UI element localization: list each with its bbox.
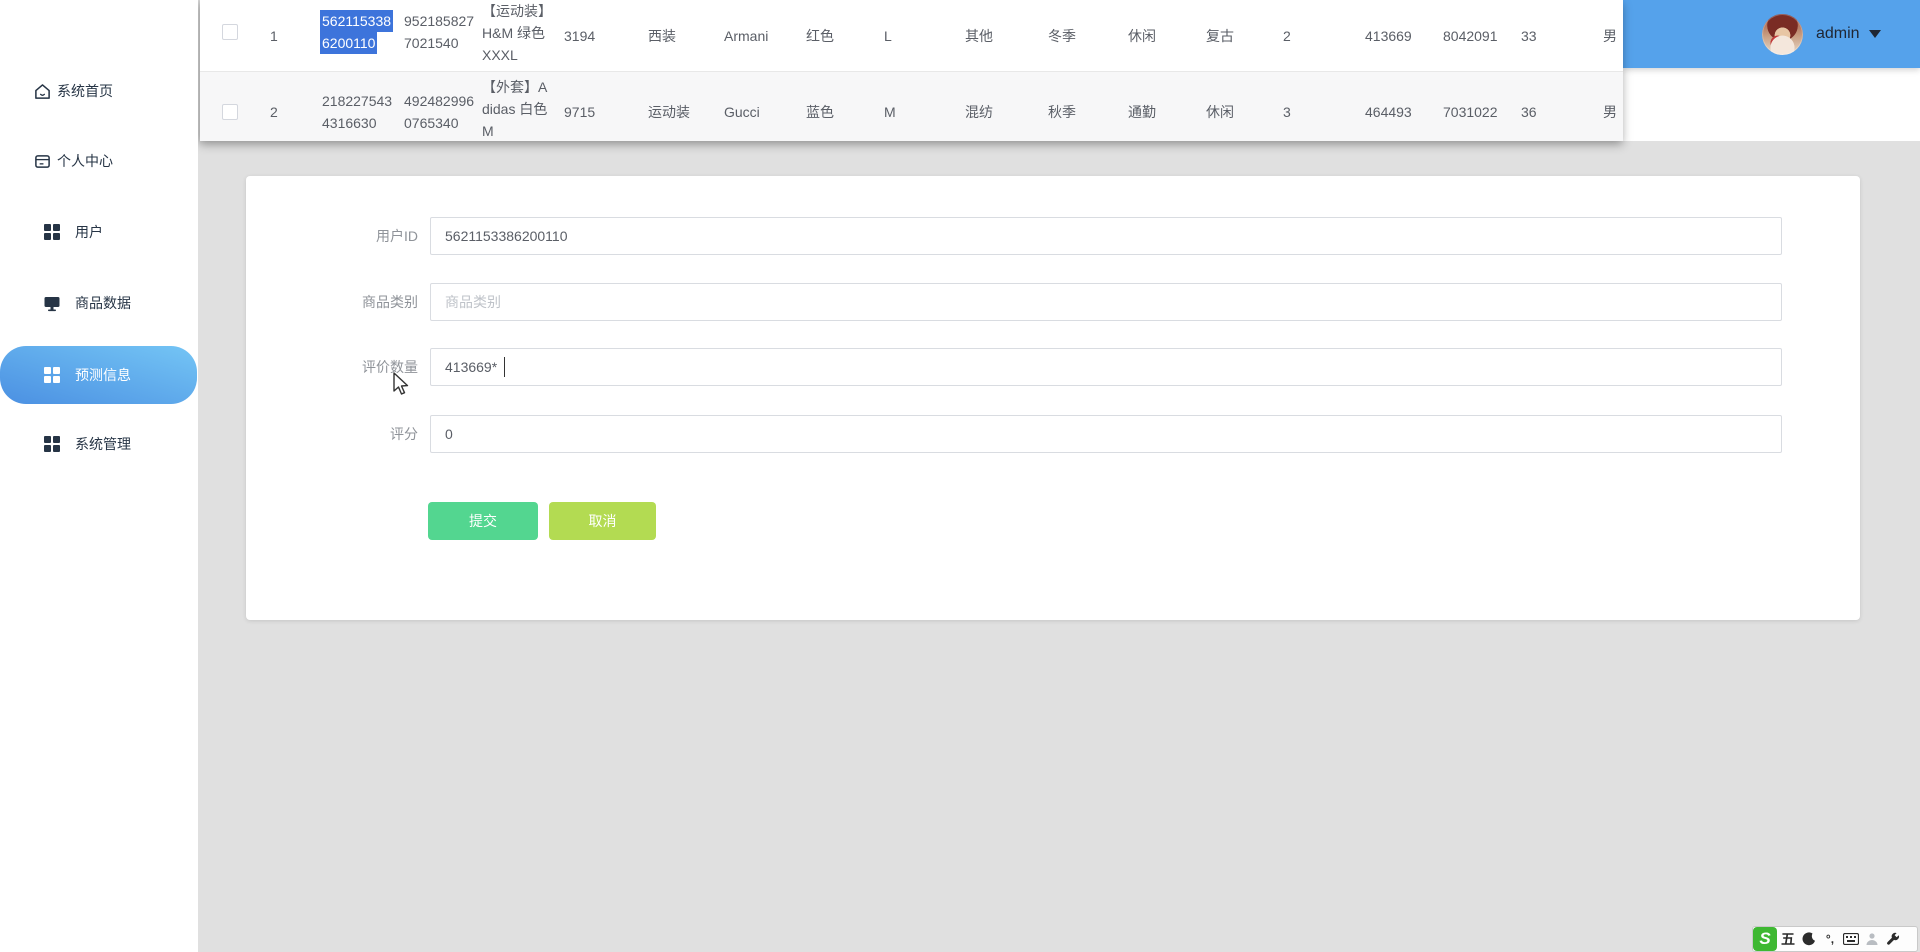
cell-user-id: 562115338 6200110 — [320, 10, 394, 54]
ime-wubi-mode[interactable]: 五 — [1781, 931, 1795, 947]
sidebar-item-home[interactable]: 系统首页 — [0, 71, 198, 111]
cell-user-id: 218227543 4316630 — [322, 93, 393, 131]
cell-product-name: 【运动装】 H&M 绿色 XXXL — [482, 3, 552, 63]
ime-logo-icon[interactable]: S — [1753, 927, 1777, 951]
cell-brand: Armani — [724, 28, 769, 44]
sidebar-item-label: 预测信息 — [75, 367, 131, 383]
avatar[interactable] — [1762, 13, 1803, 55]
cell-price: 9715 — [564, 104, 596, 120]
submit-button[interactable]: 提交 — [428, 502, 538, 540]
punctuation-mode[interactable]: °, — [1825, 932, 1835, 946]
cell-price: 3194 — [564, 28, 596, 44]
cell-sales: 7031022 — [1443, 104, 1498, 120]
sidebar-item-label: 系统管理 — [75, 436, 131, 452]
grid-icon — [43, 366, 61, 384]
sidebar: 系统首页 个人中心 用户 商品数据 预测信息 系统管理 — [0, 0, 198, 952]
field-label: 商品类别 — [362, 294, 418, 310]
form-row-category: 商品类别 — [246, 283, 1860, 321]
category-input[interactable] — [430, 283, 1782, 321]
form-row-review-count: 评价数量 — [246, 348, 1860, 386]
sidebar-item-label: 系统首页 — [57, 83, 113, 99]
cell-index: 2 — [270, 104, 278, 120]
monitor-icon — [43, 294, 61, 312]
form-row-rating: 评分 — [246, 415, 1860, 453]
cell-reviews: 464493 — [1365, 104, 1412, 120]
cell-brand: Gucci — [724, 104, 760, 120]
cell-season: 冬季 — [1048, 28, 1076, 44]
cell-count: 3 — [1283, 104, 1291, 120]
cell-season: 秋季 — [1048, 104, 1076, 120]
cell-product-id: 952185827 7021540 — [404, 13, 475, 51]
header-white-strip — [1623, 68, 1920, 141]
edit-form-card: 用户ID 商品类别 评价数量 评分 提交 取消 — [246, 176, 1860, 620]
cell-category: 西装 — [648, 28, 676, 44]
person-icon[interactable] — [1862, 927, 1882, 951]
username-label[interactable]: admin — [1816, 25, 1860, 42]
grid-icon — [43, 435, 61, 453]
home-icon — [33, 82, 51, 100]
top-header-bar: admin — [1623, 0, 1920, 68]
moon-icon[interactable] — [1799, 927, 1819, 951]
row-checkbox[interactable] — [222, 24, 238, 40]
cancel-button[interactable]: 取消 — [549, 502, 656, 540]
cell-style: 休闲 — [1128, 28, 1156, 44]
grid-icon — [43, 223, 61, 241]
keyboard-icon[interactable] — [1841, 927, 1861, 951]
sidebar-item-label: 商品数据 — [75, 295, 131, 311]
sidebar-item-profile[interactable]: 个人中心 — [0, 141, 198, 181]
field-label: 评分 — [390, 426, 418, 442]
rating-input[interactable] — [430, 415, 1782, 453]
text-caret — [504, 357, 505, 377]
cell-style: 通勤 — [1128, 104, 1156, 120]
sidebar-item-users[interactable]: 用户 — [0, 212, 198, 252]
ime-toolbar: S 五 °, — [1752, 926, 1918, 952]
cell-product-name: 【外套】A didas 白色 M — [482, 79, 548, 139]
cell-style2: 复古 — [1206, 28, 1234, 44]
cell-material: 其他 — [965, 28, 993, 44]
cell-size: L — [884, 28, 892, 44]
user-id-input[interactable] — [430, 217, 1782, 255]
data-table-panel: 1 562115338 6200110 952185827 7021540 【运… — [200, 0, 1623, 141]
selected-text: 562115338 — [320, 10, 394, 32]
row-divider — [200, 71, 1623, 72]
cell-product-id: 492482996 0765340 — [404, 93, 475, 131]
sidebar-item-product-data[interactable]: 商品数据 — [0, 283, 198, 323]
cell-gender: 男 — [1603, 28, 1617, 44]
wrench-icon[interactable] — [1883, 927, 1903, 951]
cell-index: 1 — [270, 28, 278, 44]
cell-size: M — [884, 104, 896, 120]
cell-age: 33 — [1521, 28, 1537, 44]
field-label: 用户ID — [376, 228, 418, 244]
sidebar-item-label: 用户 — [75, 224, 103, 240]
cell-count: 2 — [1283, 28, 1291, 44]
review-count-input[interactable] — [430, 348, 1782, 386]
selected-text: 6200110 — [320, 32, 378, 54]
cell-category: 运动装 — [648, 104, 690, 120]
row-checkbox[interactable] — [222, 104, 238, 120]
cell-age: 36 — [1521, 104, 1537, 120]
sidebar-item-system-admin[interactable]: 系统管理 — [0, 424, 198, 464]
form-row-user-id: 用户ID — [246, 217, 1860, 255]
cell-reviews: 413669 — [1365, 28, 1412, 44]
card-icon — [33, 152, 51, 170]
sidebar-item-label: 个人中心 — [57, 153, 113, 169]
cell-gender: 男 — [1603, 104, 1617, 120]
cell-material: 混纺 — [965, 104, 993, 120]
table-row-stripe — [200, 72, 1623, 141]
caret-down-icon[interactable] — [1868, 30, 1881, 38]
field-label: 评价数量 — [362, 359, 418, 375]
sidebar-item-prediction-info[interactable]: 预测信息 — [0, 355, 198, 395]
cell-color: 蓝色 — [806, 104, 834, 120]
cell-style2: 休闲 — [1206, 104, 1234, 120]
cell-color: 红色 — [806, 28, 834, 44]
cell-sales: 8042091 — [1443, 28, 1498, 44]
active-menu-highlight — [0, 346, 197, 404]
